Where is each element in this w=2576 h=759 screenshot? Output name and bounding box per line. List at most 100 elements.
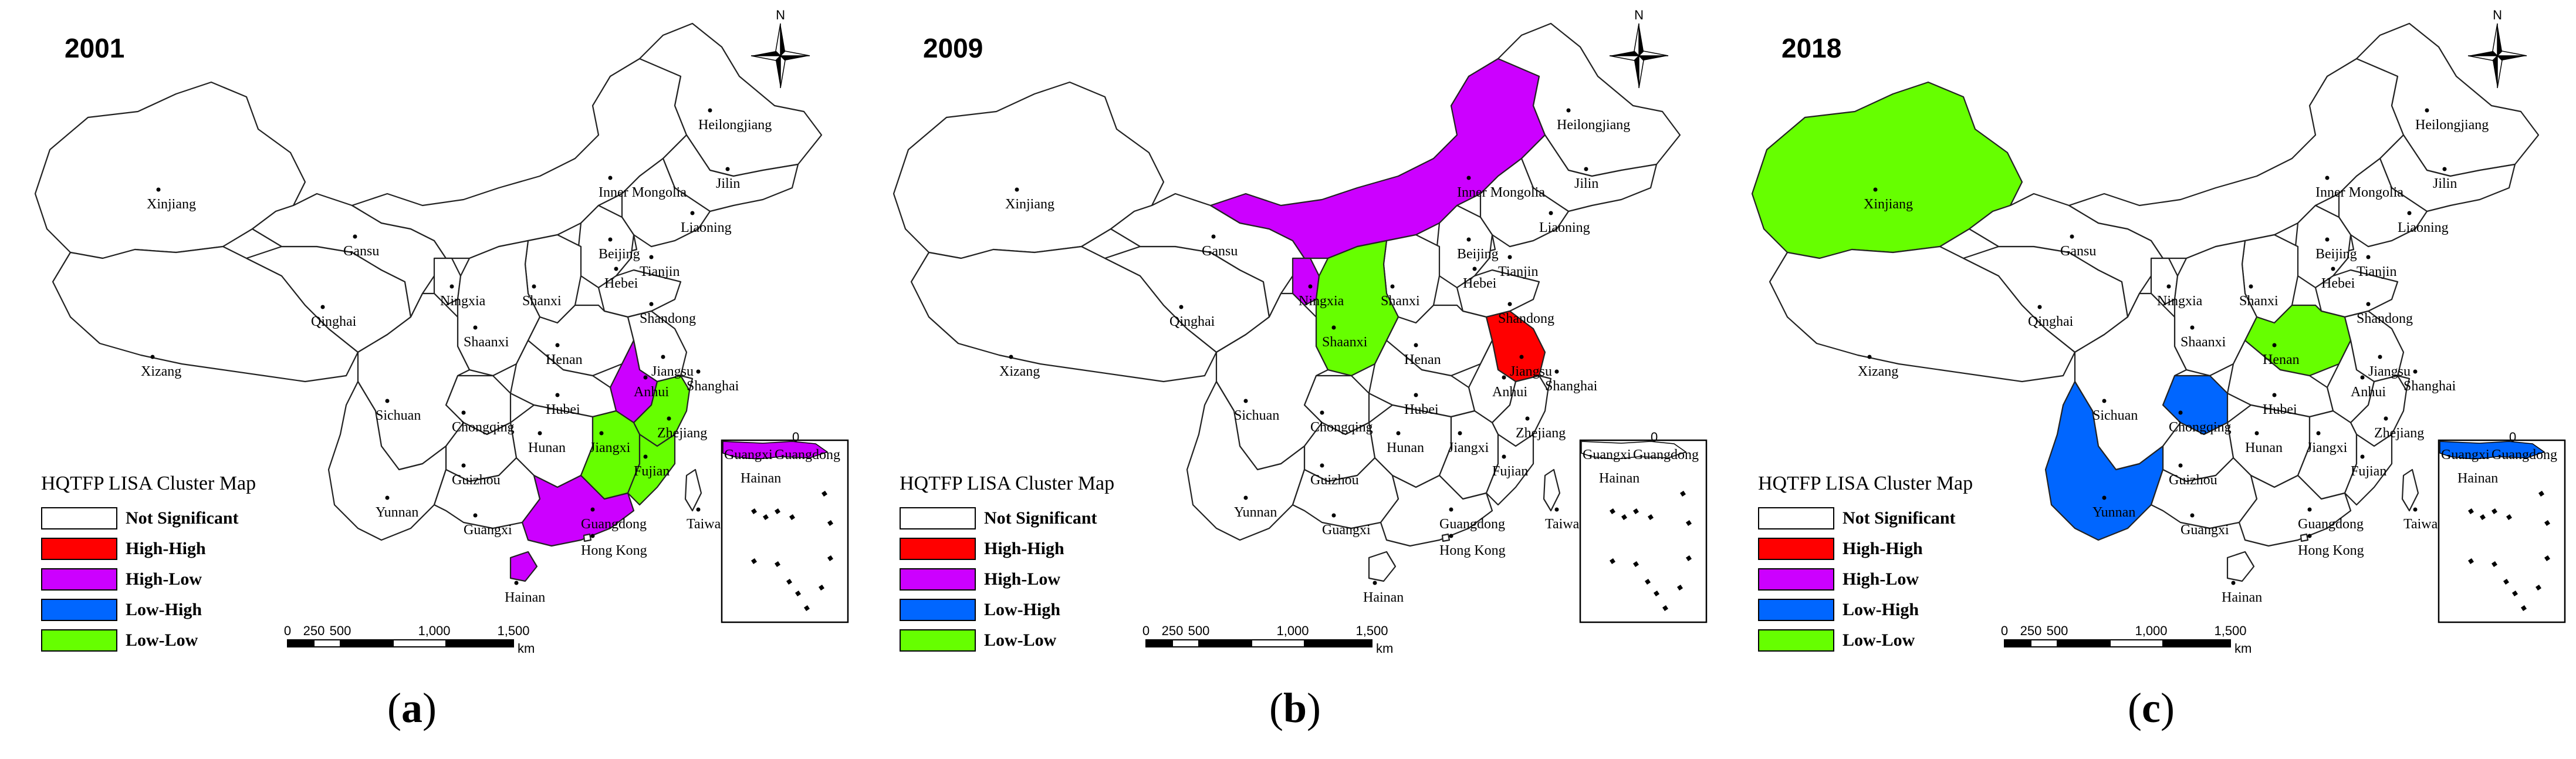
svg-text:km: km [518, 641, 535, 656]
capital-dot [590, 534, 595, 538]
province-label: Anhui [634, 384, 669, 400]
province-label: Shanghai [1545, 379, 1598, 394]
svg-text:1,500: 1,500 [2214, 623, 2246, 638]
capital-dot [1331, 513, 1336, 518]
province-label: Shanxi [2239, 294, 2278, 309]
province-label: Jiangxi [2307, 440, 2348, 456]
province-label: Jilin [716, 176, 740, 191]
svg-text:Guangxi: Guangxi [724, 447, 773, 463]
province-label: Shanxi [1381, 294, 1420, 309]
province-label: Guangxi [1322, 522, 1371, 538]
province-label: Shandong [2357, 311, 2413, 326]
province-label: Hong Kong [2298, 543, 2364, 558]
province-label: Guangdong [2298, 517, 2364, 532]
province-label: Hunan [1387, 440, 1424, 456]
svg-text:0: 0 [2001, 623, 2008, 638]
province-liaoning [1479, 157, 1570, 248]
province-hong-kong [2300, 533, 2309, 542]
legend-swatch [900, 629, 976, 652]
svg-text:Guangxi: Guangxi [2441, 447, 2490, 463]
legend-swatch [1758, 538, 1834, 560]
capital-dot [2425, 108, 2429, 113]
province-label: Henan [2263, 352, 2300, 367]
province-heilongjiang [2355, 22, 2540, 177]
province-label: Yunnan [376, 505, 418, 520]
north-arrow-icon: N [2467, 8, 2527, 89]
province-label: Tianjin [640, 264, 680, 279]
legend-label: High-Low [984, 569, 1061, 589]
capital-dot [1507, 255, 1512, 259]
legend-item: Not Significant [41, 503, 256, 534]
map-panel-a: 2001 Heilongjiang Jilin Inner Mongolia Liaon… [0, 0, 858, 759]
map-panel-c: 2018 Heilongjiang Jilin Inner Mongolia Liaon… [1717, 0, 2575, 759]
province-fujian [2344, 433, 2393, 506]
year-title: 2018 [1781, 33, 1842, 63]
capital-dot [1502, 375, 1506, 380]
legend-label: Not Significant [126, 508, 239, 528]
province-label: Fujian [634, 464, 670, 479]
capital-dot [537, 431, 542, 436]
legend-swatch [1758, 629, 1834, 652]
capital-dot [1507, 302, 1512, 306]
legend-item: Low-High [41, 595, 256, 625]
legend-swatch [41, 507, 117, 529]
province-guangdong [1380, 474, 1493, 547]
legend-swatch [41, 629, 117, 652]
province-label: Hunan [528, 440, 566, 456]
capital-dot [2037, 305, 2042, 309]
province-label: Liaoning [2398, 220, 2449, 235]
legend-label: Low-High [1843, 600, 1919, 619]
province-label: Heilongjiang [1557, 117, 1630, 133]
province-label: Shaanxi [1322, 335, 1368, 350]
capital-dot [449, 284, 454, 289]
province-label: Zhejiang [657, 426, 707, 441]
svg-text:0: 0 [284, 623, 291, 638]
svg-text:Hainan: Hainan [2457, 471, 2498, 486]
province-label: Henan [546, 352, 583, 367]
capital-dot [2190, 513, 2195, 518]
province-label: Guangxi [464, 522, 512, 538]
legend-swatch [900, 538, 976, 560]
capital-dot [1414, 343, 1418, 348]
scale-bar: 0 250 500 1,000 1,500 km [2001, 623, 2252, 656]
province-label: Hebei [2321, 276, 2355, 291]
south-china-sea-inset: 0 Guangxi Guangdong Hainan [2438, 430, 2566, 623]
province-label: Heilongjiang [2415, 117, 2489, 133]
province-guangdong [2238, 474, 2352, 547]
province-label: Hong Kong [1439, 543, 1506, 558]
svg-text:Hainan: Hainan [1599, 471, 1639, 486]
legend: HQTFP LISA Cluster Map Not Significant Hig… [1758, 473, 1973, 656]
legend-swatch [41, 568, 117, 591]
legend-title: HQTFP LISA Cluster Map [900, 473, 1115, 494]
province-label: Xinjiang [147, 197, 196, 212]
province-label: Beijing [2315, 247, 2357, 262]
year-title: 2009 [923, 33, 983, 63]
capital-dot [1211, 234, 1216, 239]
province-label: Qinghai [2028, 314, 2074, 329]
legend-label: High-Low [1843, 569, 1919, 589]
capital-dot [2102, 399, 2107, 403]
capital-dot [514, 581, 519, 585]
capital-dot [599, 431, 604, 436]
province-label: Shaanxi [2181, 335, 2226, 350]
province-label: Sichuan [1234, 408, 1279, 423]
province-fujian [1485, 433, 1534, 506]
province-label: Chongqing [1310, 420, 1373, 435]
scale-bar: 0 250 500 1,000 1,500 km [1142, 623, 1393, 656]
capital-dot [385, 495, 390, 500]
province-label: Shanxi [522, 294, 562, 309]
capital-dot [156, 187, 161, 192]
legend-title: HQTFP LISA Cluster Map [41, 473, 256, 494]
capital-dot [2307, 507, 2312, 512]
capital-dot [320, 305, 325, 309]
capital-dot [1873, 187, 1878, 192]
province-label: Beijing [1457, 247, 1499, 262]
province-label: Jilin [1574, 176, 1598, 191]
capital-dot [1466, 176, 1471, 180]
province-ningxia [433, 257, 462, 306]
province-label: Qinghai [1169, 314, 1215, 329]
map-panel-b: 2009 Heilongjiang Jilin Inner Mongolia Liaon… [858, 0, 1717, 759]
capital-dot [2413, 369, 2418, 374]
legend-item: Low-Low [900, 625, 1114, 656]
capital-dot [2178, 410, 2183, 415]
